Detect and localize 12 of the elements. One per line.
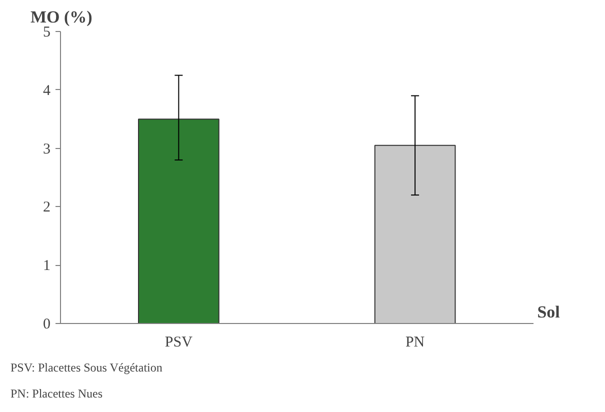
y-tick-label: 2 (43, 200, 50, 216)
text: PSV: Placettes Sous Végétation (10, 360, 162, 374)
y-tick-label: 0 (43, 316, 50, 332)
x-axis-title: Sol (537, 302, 560, 322)
x-tick-label: PSV (164, 334, 193, 350)
y-axis-title: MO (%) (30, 8, 92, 26)
x-tick-label: PN (405, 334, 425, 350)
y-tick-label: 3 (43, 141, 50, 158)
text: PN: Placettes Nues (10, 386, 103, 400)
y-tick-label: 4 (43, 82, 51, 99)
y-tick-label: 1 (43, 258, 50, 274)
y-tick-label: 5 (43, 24, 50, 40)
